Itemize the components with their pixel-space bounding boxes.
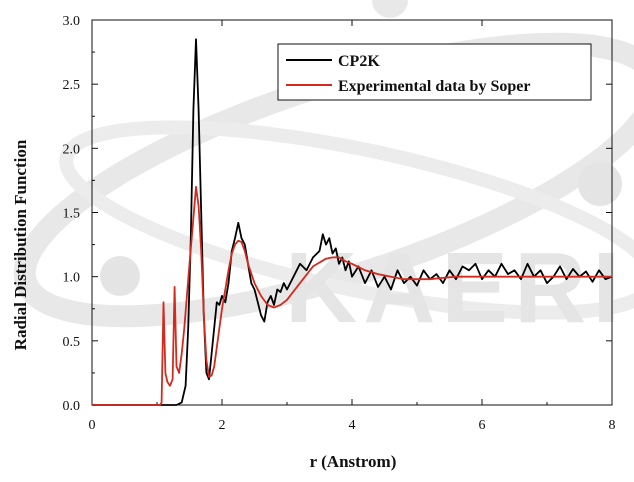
series-layer [92, 38, 613, 406]
y-tick-label: 1.5 [63, 207, 81, 222]
x-tick-label: 4 [349, 418, 356, 433]
x-axis-title: r (Anstrom) [310, 452, 397, 471]
y-tick-label: 1.0 [63, 271, 81, 286]
series-line-experimental [92, 185, 612, 406]
x-tick-label: 2 [219, 418, 226, 433]
legend-label-experimental: Experimental data by Soper [338, 78, 530, 95]
legend: CP2K Experimental data by Soper [277, 43, 592, 101]
y-tick-label: 0.5 [63, 335, 81, 350]
x-tick-label: 8 [609, 418, 616, 433]
legend-label-cp2k: CP2K [338, 53, 380, 70]
y-tick-label: 2.0 [63, 142, 81, 157]
watermark-orbit-2 [59, 120, 634, 320]
x-tick-label: 0 [89, 418, 96, 433]
legend-box [277, 43, 592, 101]
y-axis-title: Radial Distribution Function [11, 139, 30, 350]
series-line-cp2k [92, 38, 613, 406]
watermark-sphere-3 [372, 0, 408, 18]
y-tick-labels: 0.0 0.5 1.0 1.5 2.0 2.5 3.0 [63, 14, 81, 414]
y-tick-label: 2.5 [63, 78, 81, 93]
x-tick-label: 6 [479, 418, 486, 433]
x-tick-labels: 0 2 4 6 8 [89, 418, 616, 433]
watermark-text: KAERI [285, 232, 626, 344]
watermark-sphere-1 [100, 256, 140, 296]
watermark-sphere-2 [578, 162, 622, 206]
y-tick-label: 3.0 [63, 14, 81, 29]
y-tick-label: 0.0 [63, 399, 81, 414]
